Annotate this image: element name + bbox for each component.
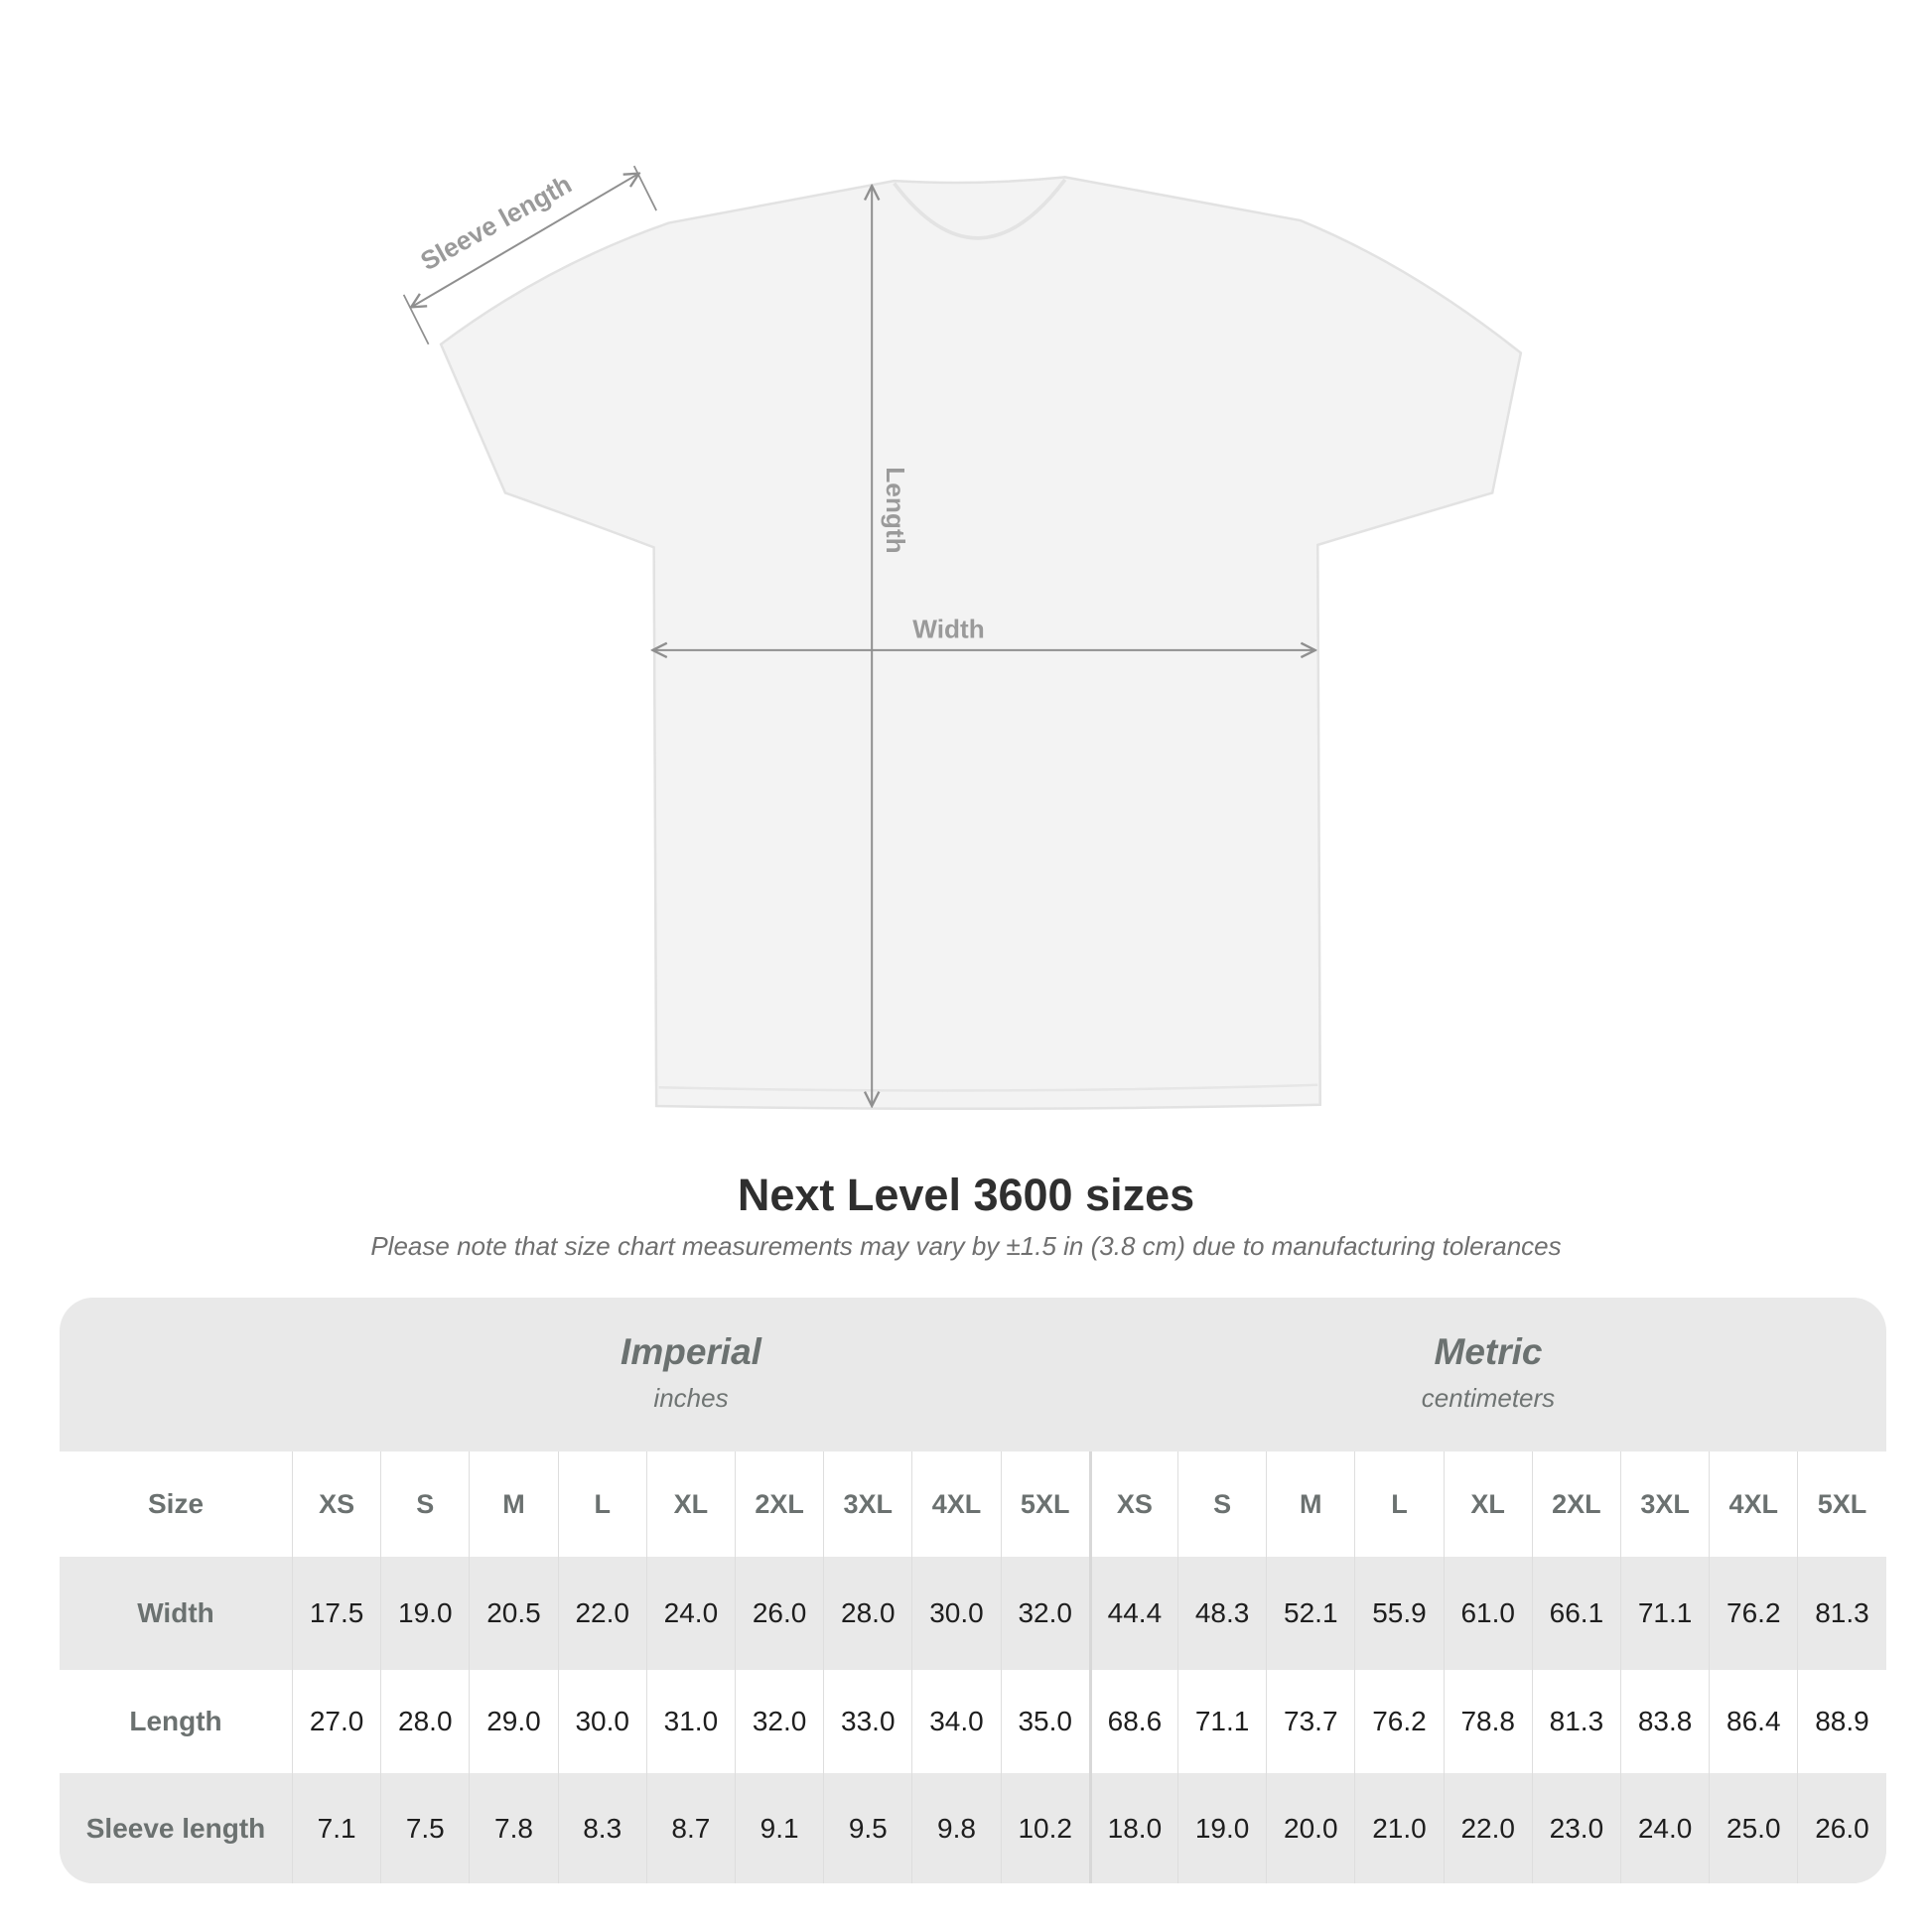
imperial-value-cell: 29.0 — [469, 1670, 557, 1773]
size-header-cell: M — [469, 1451, 557, 1557]
size-header-cell: 2XL — [735, 1451, 823, 1557]
size-header-cell: XS — [1088, 1451, 1177, 1557]
metric-value-cell: 71.1 — [1177, 1670, 1266, 1773]
imperial-value-cell: 7.5 — [380, 1773, 469, 1883]
metric-value-cell: 25.0 — [1709, 1773, 1797, 1883]
size-header-cell: S — [1177, 1451, 1266, 1557]
sleeve-arrow — [411, 174, 639, 308]
size-header-cell: 5XL — [1000, 1451, 1089, 1557]
size-header-cell: M — [1266, 1451, 1354, 1557]
imperial-value-cell: 32.0 — [735, 1670, 823, 1773]
tolerance-note: Please note that size chart measurements… — [370, 1231, 1562, 1261]
size-header-cell: L — [1354, 1451, 1443, 1557]
imperial-value-cell: 22.0 — [557, 1557, 646, 1670]
imperial-value-cell: 9.8 — [911, 1773, 1000, 1883]
imperial-title: Imperial — [621, 1331, 761, 1372]
imperial-value-cell: 19.0 — [380, 1557, 469, 1670]
metric-value-cell: 68.6 — [1088, 1670, 1177, 1773]
imperial-value-cell: 33.0 — [823, 1670, 911, 1773]
metric-value-cell: 52.1 — [1266, 1557, 1354, 1670]
row-label: Width — [137, 1597, 214, 1628]
imperial-value-cell: 17.5 — [292, 1557, 380, 1670]
hem-stitch — [658, 1083, 1318, 1092]
metric-value-cell: 22.0 — [1443, 1773, 1532, 1883]
imperial-value-cell: 34.0 — [911, 1670, 1000, 1773]
imperial-value-cell: 7.8 — [469, 1773, 557, 1883]
imperial-unit: inches — [653, 1383, 729, 1413]
metric-value-cell: 21.0 — [1354, 1773, 1443, 1883]
width-label: Width — [912, 614, 984, 643]
size-header-cell: S — [380, 1451, 469, 1557]
size-header-cell: XL — [645, 1451, 735, 1557]
size-header-cell: 2XL — [1531, 1451, 1620, 1557]
size-header-cell: 3XL — [1620, 1451, 1709, 1557]
metric-header: Metric centimeters — [1090, 1298, 1886, 1451]
metric-value-cell: 55.9 — [1354, 1557, 1443, 1670]
metric-title: Metric — [1434, 1331, 1543, 1372]
metric-value-cell: 76.2 — [1354, 1670, 1443, 1773]
imperial-value-cell: 8.3 — [557, 1773, 646, 1883]
metric-value-cell: 66.1 — [1531, 1557, 1620, 1670]
metric-value-cell: 83.8 — [1620, 1670, 1709, 1773]
metric-value-cell: 23.0 — [1531, 1773, 1620, 1883]
imperial-header: Imperial inches — [292, 1298, 1090, 1451]
size-header-cell: 4XL — [911, 1451, 1000, 1557]
metric-value-cell: 61.0 — [1443, 1557, 1532, 1670]
metric-value-cell: 18.0 — [1088, 1773, 1177, 1883]
size-table: Imperial inches Metric centimeters Size X… — [60, 1298, 1886, 1883]
imperial-value-cell: 9.5 — [823, 1773, 911, 1883]
metric-value-cell: 19.0 — [1177, 1773, 1266, 1883]
row-label: Sleeve length — [85, 1812, 266, 1844]
metric-value-cell: 26.0 — [1797, 1773, 1885, 1883]
imperial-value-cell: 8.7 — [645, 1773, 735, 1883]
metric-value-cell: 73.7 — [1266, 1670, 1354, 1773]
table-row: Length 27.0 28.0 29.0 30.0 31.0 32.0 33.0 34.0 35… — [60, 1670, 1886, 1773]
imperial-value-cell: 30.0 — [911, 1557, 1000, 1670]
imperial-value-cell: 20.5 — [469, 1557, 557, 1670]
sleeve-length-label: Sleeve length — [415, 169, 576, 276]
imperial-value-cell: 28.0 — [380, 1670, 469, 1773]
size-header-row: Size XS S M L XL 2XL 3XL 4XL 5XL XS S M L XL 2XL 3XL 4XL 5… — [60, 1451, 1886, 1557]
size-header-cell: XS — [292, 1451, 380, 1557]
imperial-value-cell: 10.2 — [1000, 1773, 1089, 1883]
metric-value-cell: 81.3 — [1531, 1670, 1620, 1773]
imperial-value-cell: 31.0 — [645, 1670, 735, 1773]
chart-title: Next Level 3600 sizes — [737, 1170, 1195, 1220]
metric-value-cell: 71.1 — [1620, 1557, 1709, 1670]
size-header-cell: XL — [1443, 1451, 1532, 1557]
metric-value-cell: 76.2 — [1709, 1557, 1797, 1670]
imperial-value-cell: 26.0 — [735, 1557, 823, 1670]
size-header-cell: 3XL — [823, 1451, 911, 1557]
metric-value-cell: 81.3 — [1797, 1557, 1885, 1670]
metric-value-cell: 24.0 — [1620, 1773, 1709, 1883]
imperial-value-cell: 24.0 — [645, 1557, 735, 1670]
row-label: Length — [129, 1706, 222, 1736]
row-label: Size — [147, 1488, 205, 1519]
metric-value-cell: 86.4 — [1709, 1670, 1797, 1773]
metric-unit: centimeters — [1421, 1383, 1556, 1413]
imperial-value-cell: 7.1 — [292, 1773, 380, 1883]
table-row: Width 17.5 19.0 20.5 22.0 24.0 26.0 28.0 30.0 32.… — [60, 1557, 1886, 1670]
metric-value-cell: 48.3 — [1177, 1557, 1266, 1670]
imperial-value-cell: 27.0 — [292, 1670, 380, 1773]
imperial-value-cell: 30.0 — [557, 1670, 646, 1773]
size-header-cell: 4XL — [1709, 1451, 1797, 1557]
collar — [893, 178, 1067, 240]
size-header-cell: L — [557, 1451, 646, 1557]
imperial-value-cell: 28.0 — [823, 1557, 911, 1670]
metric-value-cell: 78.8 — [1443, 1670, 1532, 1773]
metric-value-cell: 20.0 — [1266, 1773, 1354, 1883]
imperial-value-cell: 32.0 — [1000, 1557, 1089, 1670]
metric-value-cell: 88.9 — [1797, 1670, 1885, 1773]
table-row: Sleeve length 7.1 7.5 7.8 8.3 8.7 9.1 9.5 9.8 10.… — [60, 1773, 1886, 1883]
length-label: Length — [881, 467, 910, 553]
imperial-value-cell: 35.0 — [1000, 1670, 1089, 1773]
imperial-value-cell: 9.1 — [735, 1773, 823, 1883]
size-header-cell: 5XL — [1797, 1451, 1885, 1557]
metric-value-cell: 44.4 — [1088, 1557, 1177, 1670]
